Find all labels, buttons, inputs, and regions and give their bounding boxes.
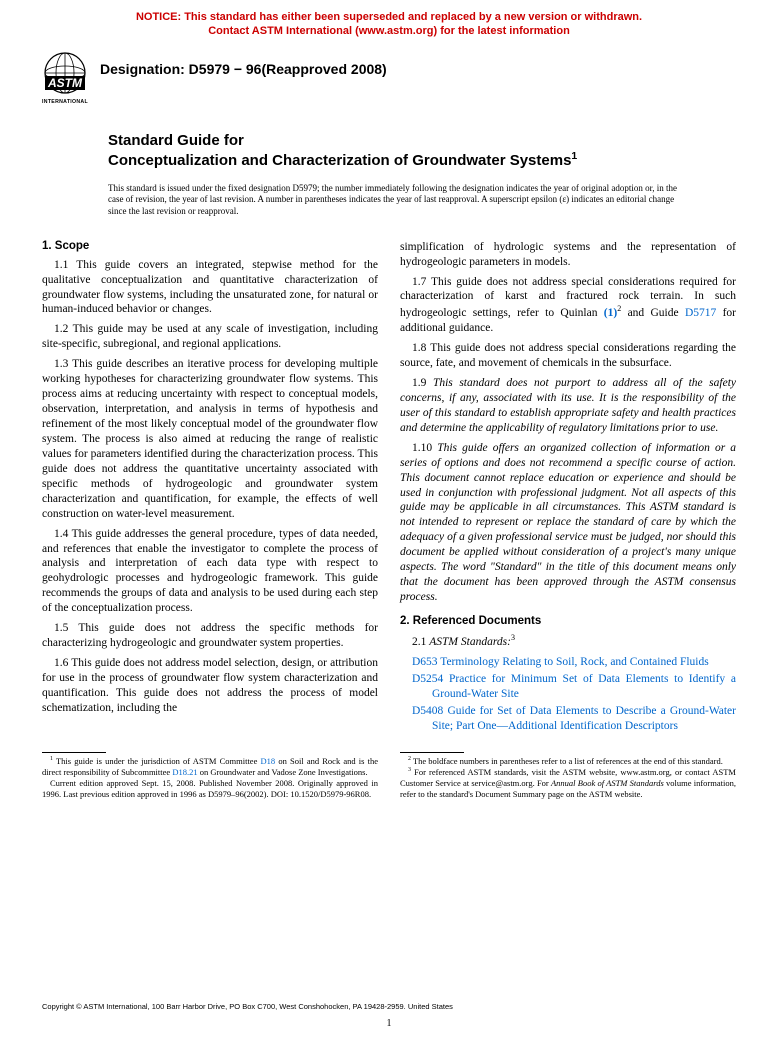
notice-line2: Contact ASTM International (www.astm.org… (208, 25, 570, 37)
designation-text: Designation: D5979 − 96(Reapproved 2008) (100, 51, 387, 77)
committee-link-d18[interactable]: D18 (261, 756, 276, 766)
fn1-b: This guide is under the jurisdiction of … (53, 756, 261, 766)
ref-d653: D653 Terminology Relating to Soil, Rock,… (400, 655, 736, 670)
guide-link-d5717[interactable]: D5717 (685, 307, 716, 319)
issuance-note: This standard is issued under the fixed … (108, 183, 678, 218)
footnote-left: 1 This guide is under the jurisdiction o… (42, 742, 378, 800)
right-column: simplification of hydrologic systems and… (400, 240, 736, 736)
ref-d5408: D5408 Guide for Set of Data Elements to … (400, 704, 736, 734)
notice-line1: NOTICE: This standard has either been su… (136, 11, 642, 23)
fn3-c: Annual Book of ASTM Standards (551, 778, 664, 788)
footnote-rule-right (400, 752, 464, 753)
footnote-2: 2 The boldface numbers in parentheses re… (400, 756, 736, 767)
p19-text: This standard does not purport to addres… (400, 377, 736, 434)
para-1-7: 1.7 This guide does not address special … (400, 275, 736, 337)
svg-text:ASTM: ASTM (47, 76, 83, 90)
footnote-1: 1 This guide is under the jurisdiction o… (42, 756, 378, 778)
subcommittee-link-d1821[interactable]: D18.21 (172, 767, 197, 777)
para-1-8: 1.8 This guide does not address special … (400, 341, 736, 371)
para-1-10: 1.10 This guide offers an organized coll… (400, 441, 736, 605)
p21-b: ASTM Standards: (429, 636, 511, 648)
fn2-b: The boldface numbers in parentheses refe… (411, 756, 723, 766)
astm-logo-icon: ASTM INTERNATIONAL (40, 51, 90, 109)
ref-d5254: D5254 Practice for Minimum Set of Data E… (400, 672, 736, 702)
svg-text:INTERNATIONAL: INTERNATIONAL (42, 99, 88, 105)
title-sup: 1 (571, 150, 577, 162)
ref-text-d5254[interactable]: Practice for Minimum Set of Data Element… (432, 673, 736, 700)
para-1-1: 1.1 This guide covers an integrated, ste… (42, 258, 378, 318)
title-line1: Standard Guide for (108, 131, 688, 151)
footnote-rule-left (42, 752, 106, 753)
p17-b: and Guide (621, 307, 685, 319)
footnote-right: 2 The boldface numbers in parentheses re… (400, 742, 736, 800)
para-1-9: 1.9 This standard does not purport to ad… (400, 376, 736, 436)
para-1-5: 1.5 This guide does not address the spec… (42, 621, 378, 651)
ref-text-d653[interactable]: Terminology Relating to Soil, Rock, and … (438, 656, 709, 668)
ref-text-d5408[interactable]: Guide for Set of Data Elements to Descri… (432, 705, 736, 732)
footnotes-row: 1 This guide is under the jurisdiction o… (0, 742, 778, 800)
para-1-6-cont: simplification of hydrologic systems and… (400, 240, 736, 270)
para-1-3: 1.3 This guide describes an iterative pr… (42, 357, 378, 521)
ref-link-d5408[interactable]: D5408 (412, 705, 443, 717)
para-1-4: 1.4 This guide addresses the general pro… (42, 527, 378, 617)
footnote-3: 3 For referenced ASTM standards, visit t… (400, 767, 736, 800)
ref-link-d5254[interactable]: D5254 (412, 673, 443, 685)
para-2-1: 2.1 ASTM Standards:3 (400, 633, 736, 650)
p110-text: This guide offers an organized collectio… (400, 442, 736, 603)
title-main: Conceptualization and Characterization o… (108, 152, 571, 169)
copyright-text: Copyright © ASTM International, 100 Barr… (42, 1002, 453, 1011)
left-column: 1. Scope 1.1 This guide covers an integr… (42, 240, 378, 736)
ref-bold-link[interactable]: (1) (604, 307, 617, 319)
p21-sup: 3 (511, 633, 515, 642)
body-columns: 1. Scope 1.1 This guide covers an integr… (0, 218, 778, 736)
p21-a: 2.1 (412, 636, 429, 648)
footnote-1b: Current edition approved Sept. 15, 2008.… (42, 778, 378, 800)
ref-link-d653[interactable]: D653 (412, 656, 438, 668)
para-1-6: 1.6 This guide does not address model se… (42, 656, 378, 716)
notice-banner: NOTICE: This standard has either been su… (0, 0, 778, 43)
fn1-d: on Groundwater and Vadose Zone Investiga… (198, 767, 368, 777)
title-block: Standard Guide for Conceptualization and… (108, 131, 688, 171)
title-line2: Conceptualization and Characterization o… (108, 150, 688, 171)
page-number: 1 (0, 1018, 778, 1029)
header-row: ASTM INTERNATIONAL Designation: D5979 − … (0, 43, 778, 109)
para-1-2: 1.2 This guide may be used at any scale … (42, 322, 378, 352)
refdocs-heading: 2. Referenced Documents (400, 615, 736, 627)
scope-heading: 1. Scope (42, 240, 378, 252)
